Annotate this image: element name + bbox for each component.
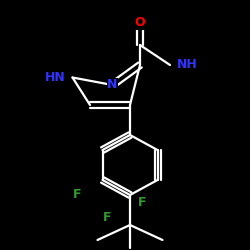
Text: F: F: [103, 211, 112, 224]
Text: HN: HN: [44, 71, 66, 84]
Text: O: O: [135, 16, 145, 29]
Text: N: N: [107, 78, 118, 92]
Text: F: F: [138, 196, 147, 209]
Text: NH: NH: [177, 58, 198, 71]
Text: F: F: [73, 188, 82, 202]
